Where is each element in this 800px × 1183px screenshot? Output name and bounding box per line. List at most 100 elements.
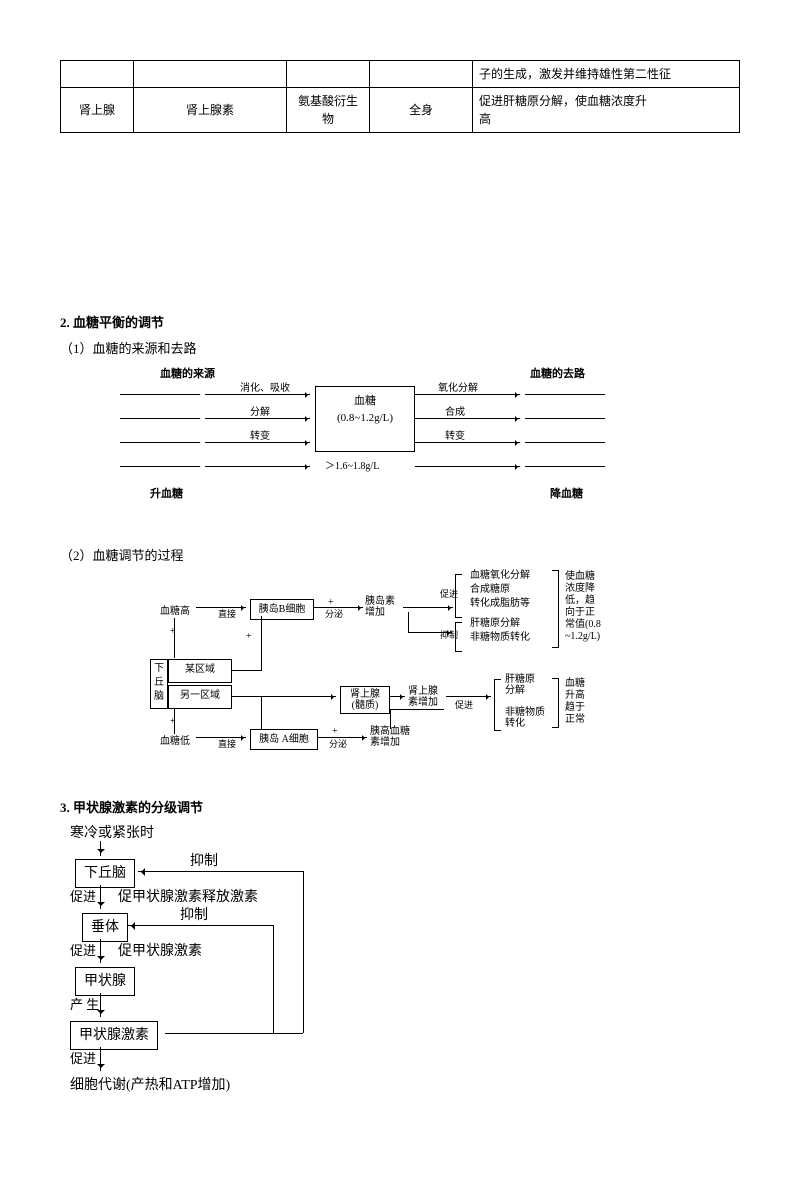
- arrow: [403, 607, 453, 608]
- line: [165, 1033, 273, 1034]
- th-box: 甲状腺激素: [70, 1021, 158, 1050]
- line: [231, 670, 261, 671]
- blank-line: [525, 394, 605, 395]
- pituitary-box: 垂体: [82, 913, 128, 942]
- line: [390, 709, 391, 729]
- arrow: [390, 696, 405, 697]
- center-box: 血糖 (0.8~1.2g/L): [315, 386, 415, 452]
- label: 肝糖原分解: [505, 674, 541, 696]
- label: 促甲状腺激素: [118, 941, 202, 962]
- arrow: [205, 466, 310, 467]
- arrow: [415, 466, 520, 467]
- label: 胰高血糖素增加: [370, 726, 418, 748]
- plus: +: [246, 629, 252, 644]
- cell: 子的生成，激发并维持雄性第二性征: [473, 61, 740, 88]
- cell: 氨基酸衍生物: [287, 88, 370, 133]
- label: 血糖氧化分解: [470, 568, 530, 583]
- arrow: [196, 737, 246, 738]
- label: 促进: [70, 941, 96, 961]
- blood-sugar-source-diagram: 血糖的来源 血糖的去路 消化、吸收 分解 转变 血糖 (0.8~1.2g/L) …: [120, 366, 680, 516]
- label: 血糖的来源: [160, 366, 215, 383]
- cell: 肾上腺: [61, 88, 134, 133]
- thyroid-box: 甲状腺: [75, 967, 135, 996]
- region2-box: 另一区域: [168, 685, 232, 709]
- label: 转变: [445, 429, 465, 444]
- label: 合成糖原: [470, 582, 510, 597]
- cell: [134, 61, 287, 88]
- label: 分解: [250, 405, 270, 420]
- label: 消化、吸收: [240, 381, 290, 396]
- blood-sugar-regulation-diagram: 血糖高 血糖低 直接 直接 下丘脑 某区域 另一区域 + + 胰岛B细胞 胰岛 …: [100, 574, 700, 784]
- label: 血糖 升高 趋于 正常: [565, 678, 585, 726]
- label: ＞1.6~1.8g/L: [325, 459, 379, 474]
- blank-line: [120, 418, 200, 419]
- cell: [287, 61, 370, 88]
- label: 抑制: [180, 905, 208, 926]
- section-3-title: 3. 甲状腺激素的分级调节: [60, 798, 740, 818]
- blank-line: [525, 418, 605, 419]
- label: 使血糖 浓度降 低，趋 向于正 常值(0.8 ~1.2g/L): [565, 571, 613, 643]
- label: 促进: [70, 1049, 96, 1069]
- label: 非糖物质转化: [505, 707, 545, 729]
- arrow: [446, 696, 491, 697]
- cell: 促进肝糖原分解，使血糖浓度升 高: [473, 88, 740, 133]
- plus: +: [332, 724, 338, 739]
- line: [303, 871, 304, 1033]
- label: 分泌: [325, 608, 343, 622]
- arrow: [100, 1047, 101, 1071]
- section-2-sub1: （1）血糖的来源和去路: [60, 339, 740, 359]
- table-row: 肾上腺 肾上腺素 氨基酸衍生物 全身 促进肝糖原分解，使血糖浓度升 高: [61, 88, 740, 133]
- bcell-box: 胰岛B细胞: [250, 599, 314, 620]
- label: 转化成脂肪等: [470, 596, 530, 611]
- line: [174, 618, 175, 658]
- cell: 全身: [370, 88, 473, 133]
- arrow: [100, 993, 101, 1017]
- label: 肝糖原分解: [470, 616, 520, 631]
- label: 降血糖: [550, 486, 583, 503]
- line: [261, 696, 262, 729]
- cell: 肾上腺素: [134, 88, 287, 133]
- arrow: [415, 442, 520, 443]
- label: 血糖低: [160, 734, 190, 749]
- acell-box: 胰岛 A细胞: [250, 729, 318, 750]
- label: 胰岛素增加: [365, 596, 401, 618]
- bracket: [494, 679, 501, 731]
- line: [408, 612, 409, 632]
- region1-box: 某区域: [168, 659, 232, 683]
- line: [273, 925, 274, 1033]
- label: 合成: [445, 405, 465, 420]
- cell: [61, 61, 134, 88]
- cell: [370, 61, 473, 88]
- label: 升血糖: [150, 486, 183, 503]
- section-2-title: 2. 血糖平衡的调节: [60, 313, 740, 333]
- table-row: 子的生成，激发并维持雄性第二性征: [61, 61, 740, 88]
- label: 细胞代谢(产热和ATP增加): [70, 1075, 230, 1096]
- line: [390, 709, 444, 710]
- arrow: [138, 871, 303, 872]
- blank-line: [525, 442, 605, 443]
- blank-line: [120, 442, 200, 443]
- arrow: [100, 885, 101, 909]
- label: 直接: [218, 738, 236, 752]
- label: 肾上腺素增加: [408, 686, 444, 708]
- label: 促进: [70, 887, 96, 907]
- label: 血糖高: [160, 604, 190, 619]
- blank-line: [525, 466, 605, 467]
- label: 非糖物质转化: [470, 630, 530, 645]
- hormone-table: 子的生成，激发并维持雄性第二性征 肾上腺 肾上腺素 氨基酸衍生物 全身 促进肝糖…: [60, 60, 740, 133]
- label: 寒冷或紧张时: [70, 823, 154, 844]
- label: 直接: [218, 608, 236, 622]
- arrow: [100, 841, 101, 856]
- line: [174, 708, 175, 734]
- label: 血糖: [320, 393, 410, 410]
- label: 氧化分解: [438, 381, 478, 396]
- label: 转变: [250, 429, 270, 444]
- adrenal-box: 肾上腺(髓质): [340, 686, 390, 714]
- section-2-sub2: （2）血糖调节的过程: [60, 546, 740, 566]
- thyroid-hierarchy-diagram: 寒冷或紧张时 下丘脑 抑制 促进 促甲状腺激素释放激素 垂体 抑制 促进 促甲状…: [70, 823, 390, 1123]
- arrow: [415, 418, 520, 419]
- bracket: [552, 570, 559, 648]
- arrow: [196, 607, 246, 608]
- blank-line: [120, 466, 200, 467]
- line: [261, 616, 262, 671]
